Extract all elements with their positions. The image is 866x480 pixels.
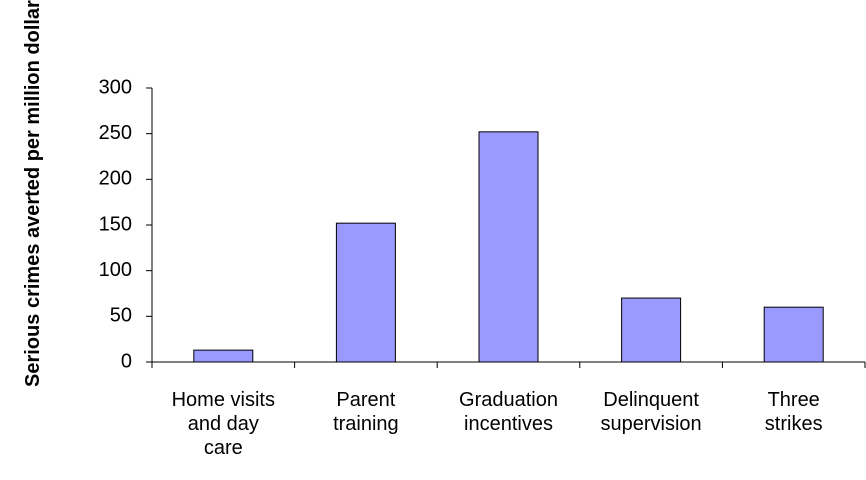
- x-tick-label: Graduation incentives: [459, 389, 558, 435]
- bar: [335, 222, 396, 363]
- bar: [193, 349, 254, 363]
- y-axis-title: Serious crimes averted per million dolla…: [22, 0, 44, 387]
- y-tick-label: 50: [110, 305, 132, 327]
- y-tick-label: 150: [99, 213, 132, 235]
- bar: [621, 297, 682, 363]
- bar: [763, 306, 824, 363]
- y-tick-label: 300: [99, 76, 132, 98]
- x-tick-label: Three strikes: [764, 389, 823, 435]
- y-tick-label: 250: [99, 122, 132, 144]
- y-tick-label: 100: [99, 259, 132, 281]
- y-tick-label: 200: [99, 168, 132, 190]
- x-tick-label: Home visits and day care: [171, 389, 275, 459]
- bar: [478, 131, 539, 363]
- x-tick-label: Parent training: [333, 389, 399, 435]
- x-tick-label: Delinquent supervision: [600, 389, 702, 435]
- y-tick-label: 0: [121, 350, 132, 372]
